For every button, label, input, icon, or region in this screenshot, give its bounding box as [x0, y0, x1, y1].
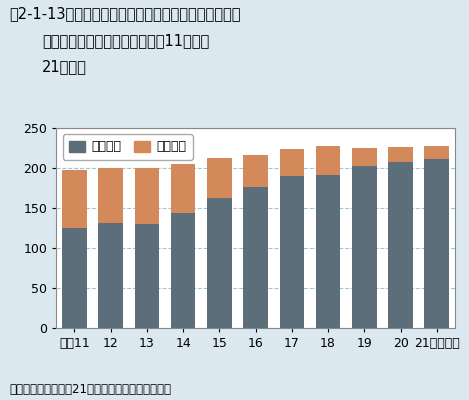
Bar: [62, 170, 87, 328]
Bar: [207, 158, 232, 328]
Bar: [388, 162, 413, 328]
Bar: [98, 223, 123, 328]
Bar: [135, 168, 159, 328]
Text: 成状況の推移（自排局）（平成11年度～: 成状況の推移（自排局）（平成11年度～: [42, 33, 210, 48]
Text: 21年度）: 21年度）: [42, 60, 87, 74]
Bar: [243, 187, 268, 328]
Bar: [62, 228, 87, 328]
Text: 出典：環境省「平成21年度大気汚染状況報告書」: 出典：環境省「平成21年度大気汚染状況報告書」: [9, 383, 171, 396]
Bar: [243, 155, 268, 328]
Bar: [135, 224, 159, 328]
Legend: 達成局数, 有効局数: 達成局数, 有効局数: [62, 134, 193, 160]
Bar: [280, 176, 304, 328]
Bar: [424, 146, 449, 328]
Bar: [424, 159, 449, 328]
Bar: [316, 146, 340, 328]
Bar: [280, 149, 304, 328]
Text: 囲2-1-13　対策地域における二酸化窒素の環境基準達: 囲2-1-13 対策地域における二酸化窒素の環境基準達: [9, 6, 241, 21]
Bar: [207, 198, 232, 328]
Bar: [352, 166, 377, 328]
Bar: [171, 213, 196, 328]
Bar: [352, 148, 377, 328]
Bar: [98, 168, 123, 328]
Bar: [388, 147, 413, 328]
Bar: [171, 164, 196, 328]
Bar: [316, 175, 340, 328]
